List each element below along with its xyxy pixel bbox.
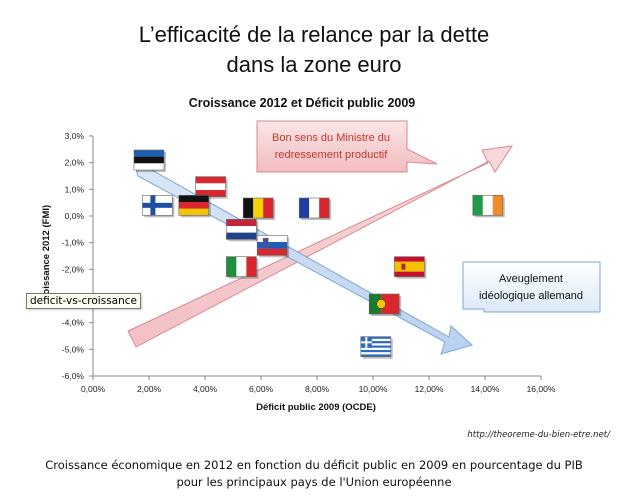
pink-trend-arrow: [127, 145, 514, 348]
y-axis-ticks: 3,0%2,0%1,0%0,0%-1,0%-2,0%-3,0%-4,0%-5,0…: [62, 131, 93, 381]
main-title-line-1: L’efficacité de la relance par la dette: [138, 22, 490, 47]
y-tick-label: 0,0%: [65, 211, 85, 221]
y-tick-label: -4,0%: [62, 318, 85, 328]
ireland-flag-icon: [472, 195, 505, 218]
x-axis-ticks: 0,00% 2,00% 4,00% 6,00% 8,00% 10,00% 12,00% 14,…: [81, 376, 556, 394]
x-tick-label: 12,00%: [415, 384, 444, 394]
y-tick-label: -5,0%: [62, 344, 85, 354]
y-tick-label: 2,0%: [65, 158, 85, 168]
caption-line-2: pour les principaux pays de l'Union euro…: [176, 475, 452, 489]
x-tick-label: 16,00%: [527, 384, 556, 394]
caption-line-1: Croissance économique en 2012 en fonctio…: [45, 458, 583, 472]
finland-flag-icon: [142, 195, 175, 218]
belgium-flag-icon: [242, 197, 276, 220]
italy-flag-icon: [226, 256, 259, 279]
chart: Croissance 2012 et Déficit public 2009 3…: [41, 96, 601, 413]
x-tick-label: 14,00%: [471, 384, 500, 394]
y-tick-label: -1,0%: [62, 238, 85, 248]
austria-flag-icon: [195, 176, 228, 199]
source-credit: http://theoreme-du-bien-etre.net/: [467, 430, 610, 440]
y-tick-label: -2,0%: [62, 264, 85, 274]
y-tick-label: -6,0%: [62, 371, 85, 381]
estonia-flag-icon: [133, 149, 166, 172]
slovenia-flag-icon: [256, 235, 290, 258]
x-axis-label: Déficit public 2009 (OCDE): [256, 402, 376, 413]
blue-callout-line-1: Aveuglement: [499, 273, 563, 285]
callouts: Bon sens du Ministre du redressement pro…: [256, 120, 601, 313]
y-axis-label: Croissance 2012 (FMI): [41, 205, 52, 305]
x-tick-label: 8,00%: [305, 384, 330, 394]
pink-callout-line-2: redressement productif: [275, 149, 388, 161]
x-tick-label: 0,00%: [81, 384, 106, 394]
pink-callout: Bon sens du Ministre du redressement pro…: [256, 120, 438, 173]
greece-flag-icon: [360, 336, 393, 359]
x-tick-label: 4,00%: [193, 384, 218, 394]
france-flag-icon: [298, 197, 332, 220]
flag-markers: [133, 149, 505, 359]
tooltip: deficit-vs-croissance: [26, 293, 141, 309]
portugal-flag-icon: [368, 293, 402, 316]
germany-flag-icon: [178, 195, 211, 218]
pink-callout-line-1: Bon sens du Ministre du: [272, 132, 390, 144]
spain-flag-icon: [394, 256, 427, 279]
blue-callout: Aveuglement idéologique allemand: [462, 261, 601, 313]
blue-callout-shape: [462, 261, 601, 313]
x-tick-label: 10,00%: [359, 384, 388, 394]
y-tick-label: 3,0%: [65, 131, 85, 141]
trend-arrows: [127, 145, 514, 355]
blue-callout-line-2: idéologique allemand: [479, 290, 583, 302]
pink-callout-shape: [256, 120, 438, 173]
chart-title: Croissance 2012 et Déficit public 2009: [189, 96, 416, 110]
netherlands-flag-icon: [226, 219, 259, 242]
y-tick-label: 1,0%: [65, 184, 85, 194]
x-tick-label: 6,00%: [249, 384, 274, 394]
x-tick-label: 2,00%: [137, 384, 162, 394]
main-title-line-2: dans la zone euro: [226, 52, 402, 77]
